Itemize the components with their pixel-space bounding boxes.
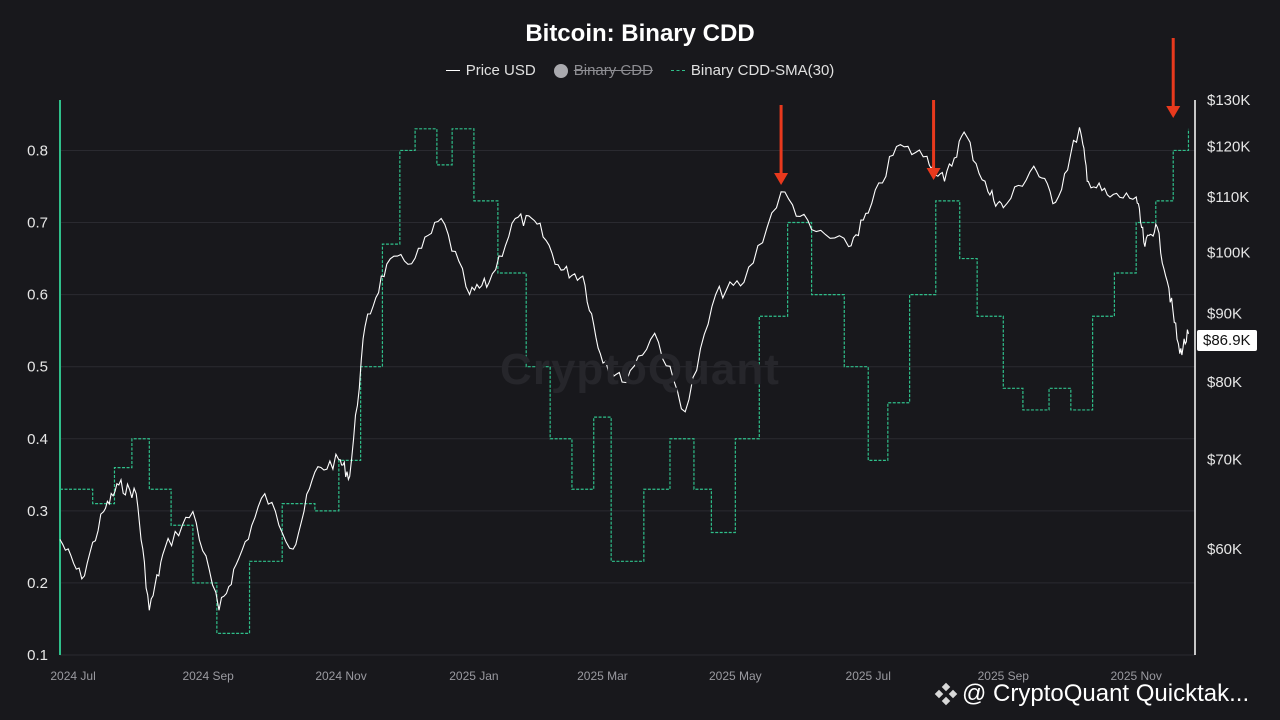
left-tick-label: 0.4 (27, 431, 48, 448)
legend-binary-cdd-label: Binary CDD (573, 62, 653, 79)
sma-series-line (60, 128, 1190, 634)
current-price-badge: $86.9K (1197, 330, 1257, 351)
legend-sma-label: Binary CDD-SMA(30) (690, 62, 835, 79)
left-tick-label: 0.7 (27, 215, 48, 232)
legend-sma-swatch (670, 70, 685, 71)
footer-text: @ CryptoQuant Quicktak... (962, 680, 1250, 707)
watermark: CryptoQuant (500, 345, 780, 394)
x-tick-label: 2025 Mar (577, 669, 628, 683)
left-tick-label: 0.6 (27, 287, 48, 304)
left-tick-label: 0.1 (27, 647, 48, 664)
right-tick-label: $90K (1207, 306, 1242, 323)
x-tick-label: 2025 Jan (449, 669, 498, 683)
legend-price-label: Price USD (465, 62, 536, 79)
x-tick-label: 2024 Jul (50, 669, 95, 683)
right-tick-label: $60K (1207, 541, 1242, 558)
annotation-arrow-head (926, 168, 941, 180)
right-tick-label: $100K (1207, 244, 1250, 261)
x-tick-label: 2025 May (709, 669, 762, 683)
legend-sma[interactable]: Binary CDD-SMA(30) (670, 62, 835, 79)
left-tick-label: 0.3 (27, 503, 48, 520)
x-tick-label: 2025 Nov (1110, 669, 1161, 683)
right-tick-label: $110K (1207, 189, 1249, 206)
left-tick-label: 0.2 (27, 575, 48, 592)
right-tick-label: $70K (1207, 452, 1242, 469)
left-tick-label: 0.8 (27, 142, 48, 159)
chart-title: Bitcoin: Binary CDD (525, 20, 755, 47)
left-tick-label: 0.5 (27, 359, 48, 376)
legend-binary-cdd[interactable]: Binary CDD (553, 62, 653, 79)
x-tick-label: 2024 Sep (182, 669, 234, 683)
right-tick-label: $120K (1207, 138, 1250, 155)
price-series-line (59, 127, 1190, 611)
chart-legend: Price USD Binary CDD Binary CDD-SMA(30) (0, 62, 1280, 79)
annotation-arrow-head (1166, 106, 1181, 118)
right-tick-label: $80K (1207, 374, 1242, 391)
binance-logo-icon (934, 682, 958, 706)
annotation-arrow-head (774, 173, 789, 185)
legend-binary-cdd-swatch (553, 63, 568, 78)
x-tick-label: 2024 Nov (315, 669, 366, 683)
footer-attribution: @ CryptoQuant Quicktak... (934, 680, 1250, 708)
right-tick-label: $130K (1207, 92, 1250, 109)
legend-price[interactable]: Price USD (445, 62, 536, 79)
legend-price-swatch (445, 70, 460, 71)
x-tick-label: 2025 Jul (846, 669, 891, 683)
x-tick-label: 2025 Sep (978, 669, 1030, 683)
